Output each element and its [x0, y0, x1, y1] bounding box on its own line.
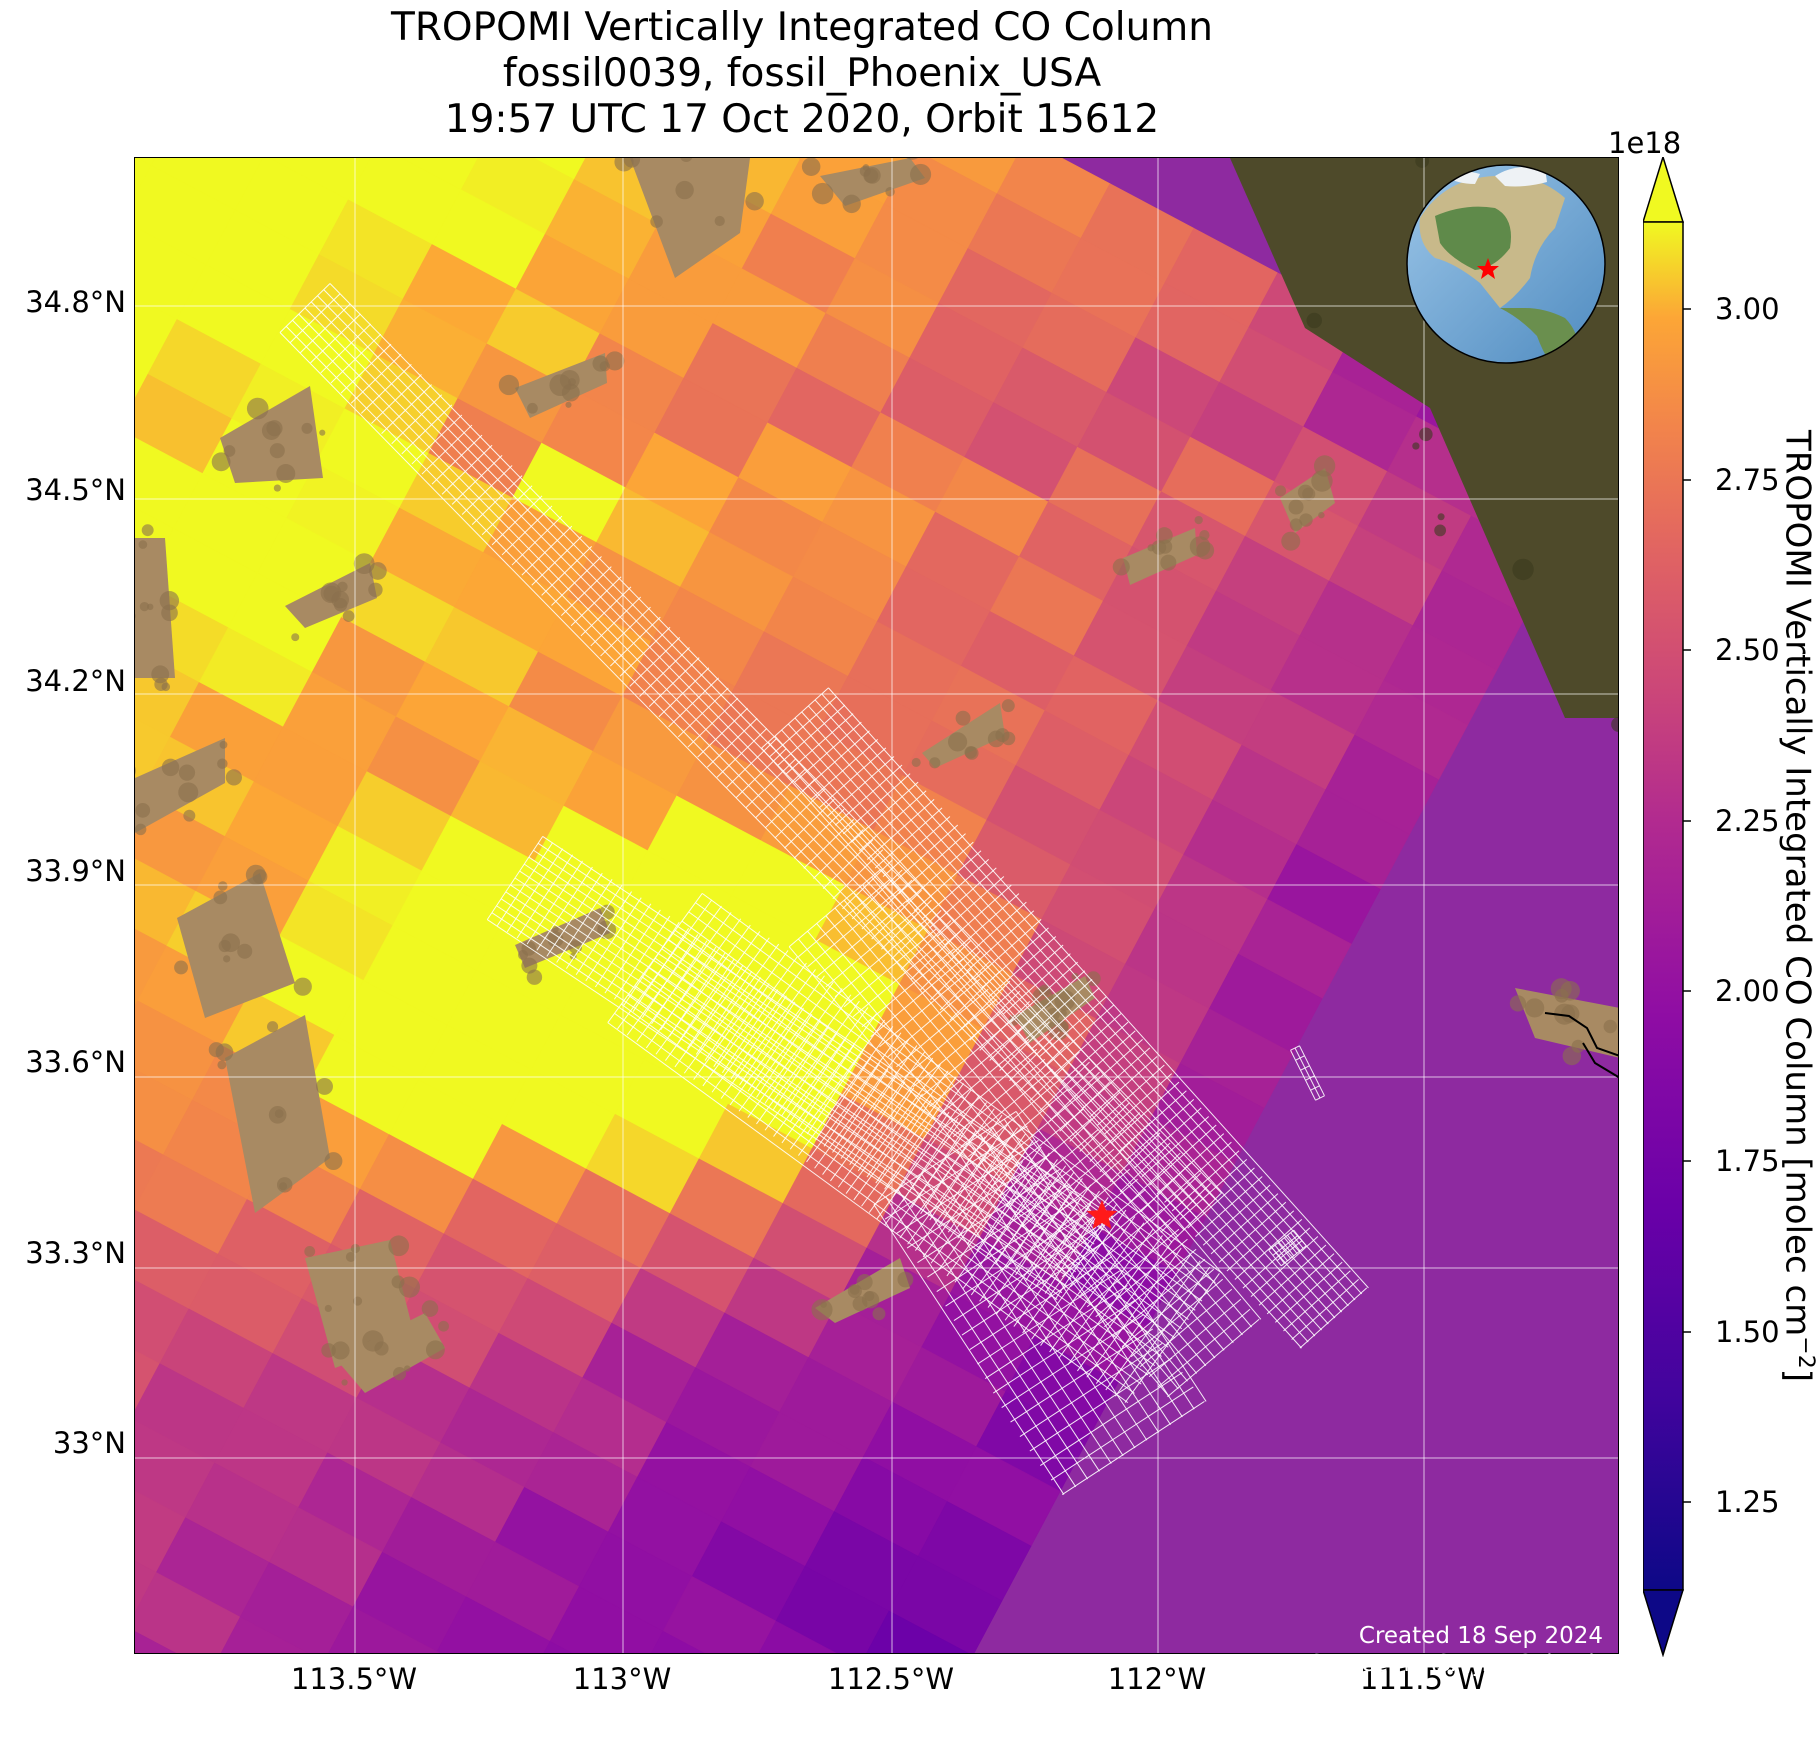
oco-sounding-grid	[279, 283, 1369, 1496]
chart-title-line-1: TROPOMI Vertically Integrated CO Column	[391, 5, 1213, 50]
co-pixel	[435, 1651, 441, 1653]
lat-tick-label: 33.6°N	[25, 1045, 126, 1079]
co-pixel	[135, 1350, 161, 1411]
imagery-patch	[211, 386, 326, 492]
target-star-marker	[1086, 1200, 1118, 1229]
sounding-mesh	[873, 1110, 1207, 1496]
colorbar-tick-label: 2.25	[1715, 804, 1780, 838]
lon-tick-label: 112.5°W	[827, 1662, 955, 1696]
co-pixel	[135, 158, 152, 197]
colorbar-label-exponent: −2	[1793, 1336, 1818, 1369]
colorbar-extend-max	[1641, 154, 1685, 223]
colorbar-label-end: ]	[1777, 1368, 1818, 1382]
sounding-mesh	[486, 835, 1114, 1301]
co-pixel	[239, 1561, 354, 1653]
imagery-patch	[801, 158, 932, 214]
imagery-patch	[1008, 971, 1101, 1043]
lat-tick-label: 34.5°N	[25, 473, 126, 507]
state-border-line	[1544, 1012, 1618, 1078]
imagery-patch	[1112, 515, 1215, 585]
imagery-patch	[614, 158, 764, 278]
co-pixel	[135, 1560, 157, 1614]
imagery-patch	[911, 699, 1016, 769]
lon-tick-label: 113°W	[572, 1662, 672, 1696]
colorbar-exponent: 1e18	[1608, 126, 1682, 160]
imagery-patch	[1275, 455, 1336, 551]
co-pixel	[436, 1596, 551, 1653]
colorbar-label-text: TROPOMI Vertically Integrated CO Column …	[1777, 430, 1818, 1337]
chart-title-line-3: 19:57 UTC 17 Oct 2020, Orbit 15612	[444, 97, 1160, 142]
imagery-patch	[208, 1015, 343, 1213]
co-pixel	[888, 1555, 1003, 1653]
lon-tick-label: 111.5°W	[1359, 1662, 1487, 1696]
colorbar-tick-label: 1.75	[1715, 1144, 1780, 1178]
co-pixel	[775, 1565, 890, 1653]
lat-tick-label: 33.3°N	[25, 1236, 126, 1270]
co-pixel	[135, 367, 149, 400]
co-pixel	[220, 1616, 309, 1653]
created-date-text: Created 18 Sep 2024	[1358, 1623, 1603, 1649]
lat-tick-label: 33°N	[52, 1426, 126, 1460]
colorbar-label: TROPOMI Vertically Integrated CO Column …	[1778, 430, 1818, 1382]
colorbar-tick-label: 2.00	[1715, 974, 1780, 1008]
co-pixel	[135, 1631, 177, 1653]
sounding-mesh	[761, 687, 1369, 1349]
co-pixel	[758, 1620, 837, 1653]
co-column-map[interactable]	[134, 157, 1619, 1654]
credit-block: Created 18 Sep 2024 Source: NASA/JPL-Cal…	[1309, 1622, 1603, 1678]
co-pixel	[135, 1139, 164, 1209]
chart-title-line-2: fossil0039, fossil_Phoenix_USA	[502, 51, 1102, 96]
colorbar-tick-label: 3.00	[1715, 292, 1780, 326]
colorbar-tick-label: 1.50	[1715, 1315, 1780, 1349]
co-pixel	[651, 1630, 705, 1653]
co-pixel	[328, 1606, 438, 1653]
imagery-patch	[321, 1300, 449, 1393]
colorbar-tick-label: 1.25	[1715, 1485, 1780, 1519]
colorbar-gradient	[1642, 221, 1684, 1591]
lat-tick-label: 34.2°N	[25, 664, 126, 698]
imagery-patch	[135, 524, 180, 692]
graticule	[135, 158, 1618, 1653]
colorbar-tick-label: 2.50	[1715, 633, 1780, 667]
imagery-patch	[174, 864, 312, 1018]
source-text: Source: NASA/JPL-Caltech	[1309, 1651, 1603, 1677]
imagery-patch	[498, 351, 625, 418]
lon-tick-label: 113.5°W	[290, 1662, 418, 1696]
lat-tick-label: 33.9°N	[25, 854, 126, 888]
co-pixel	[543, 1641, 573, 1653]
co-pixel	[662, 1576, 777, 1653]
co-pixel	[549, 1586, 664, 1653]
lon-tick-label: 112°W	[1107, 1662, 1207, 1696]
co-pixel	[135, 1572, 241, 1653]
colorbar-extend-min	[1641, 1589, 1685, 1658]
sounding-mesh	[788, 868, 1262, 1398]
colorbar	[1641, 154, 1703, 1658]
imagery-patch	[811, 1258, 914, 1323]
colorbar-tick-label: 2.75	[1715, 463, 1780, 497]
imagery-patch	[135, 738, 242, 836]
sounding-mesh	[1268, 1229, 1307, 1267]
imagery-patch	[285, 553, 387, 642]
lat-tick-label: 34.8°N	[25, 285, 126, 319]
